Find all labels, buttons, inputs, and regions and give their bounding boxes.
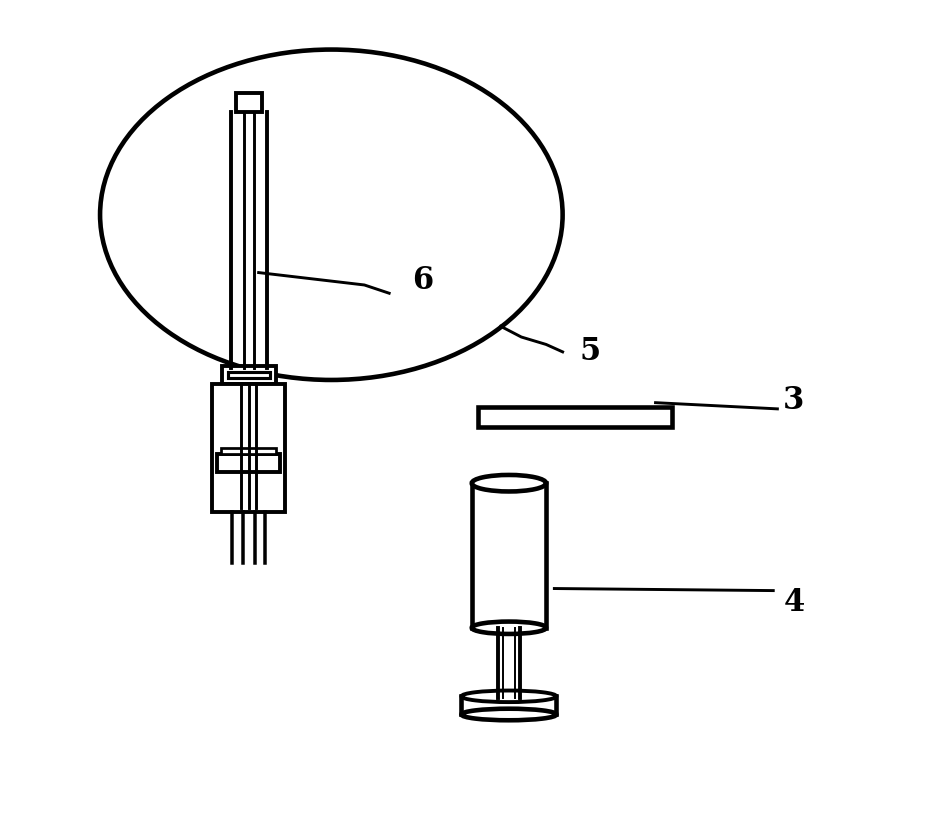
Ellipse shape: [472, 475, 546, 491]
Text: 5: 5: [579, 335, 601, 367]
Bar: [228, 372, 270, 378]
Bar: [222, 448, 276, 454]
Ellipse shape: [472, 622, 546, 634]
Bar: [235, 93, 262, 112]
Text: 6: 6: [412, 265, 433, 297]
Bar: [462, 696, 556, 714]
Bar: [212, 384, 286, 512]
Text: 4: 4: [783, 587, 805, 619]
Bar: [472, 483, 546, 628]
Bar: [478, 407, 672, 428]
Ellipse shape: [462, 691, 556, 702]
Bar: [222, 366, 275, 384]
Text: 3: 3: [783, 385, 805, 416]
Ellipse shape: [462, 709, 556, 720]
Bar: [217, 454, 280, 472]
